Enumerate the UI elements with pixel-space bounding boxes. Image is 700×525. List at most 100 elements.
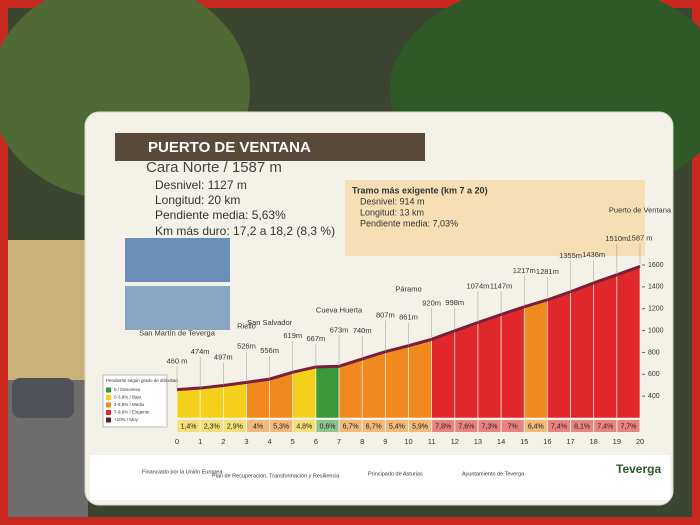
- sign-subtitle: Cara Norte / 1587 m: [146, 159, 282, 176]
- stat: Km más duro: 17,2 a 18,2 (8,3 %): [155, 224, 335, 238]
- legend-title: Pendiente según grado de dificultad: [106, 378, 178, 383]
- gradient-segment: [547, 291, 571, 419]
- x-tick-label: 15: [520, 437, 528, 446]
- y-tick-label: 1000: [648, 327, 664, 334]
- car: [12, 378, 74, 418]
- gradient-segment: [361, 351, 386, 419]
- altitude-label: 920m: [422, 298, 441, 307]
- gradient-segment: [570, 282, 595, 419]
- building: [8, 240, 88, 380]
- gradient-segment: [454, 322, 479, 419]
- altitude-label: 526m: [237, 341, 256, 350]
- gradient-label: 7,6%: [458, 423, 474, 430]
- gradient-segment: [199, 385, 224, 419]
- legend-swatch: [106, 402, 111, 408]
- gradient-label: 2,9%: [227, 423, 243, 430]
- gradient-label-bg: [594, 420, 617, 432]
- altitude-label: 1436m: [582, 250, 605, 259]
- altitude-label: 740m: [353, 326, 372, 335]
- footer-text: Plan de Recuperación, Transformación y R…: [212, 473, 340, 479]
- gradient-label-bg: [385, 420, 408, 432]
- gradient-label-bg: [223, 420, 246, 432]
- altitude-label: 1587 m: [627, 233, 652, 242]
- sign-title: PUERTO DE VENTANA: [148, 139, 311, 156]
- gradient-label: 7,4%: [597, 423, 613, 430]
- altitude-label: 497m: [214, 353, 233, 362]
- annotation: Pendiente media: 7,03%: [360, 218, 458, 228]
- gradient-label: 4,8%: [296, 423, 312, 430]
- gradient-label-bg: [409, 420, 432, 432]
- gradient-label-bg: [547, 420, 571, 432]
- stat: Longitud: 20 km: [155, 193, 240, 207]
- gradient-segment: [616, 265, 641, 419]
- legend: [102, 374, 168, 428]
- gradient-label-bg: [617, 420, 640, 432]
- photo-thumb: [125, 238, 230, 282]
- y-tick-label: 800: [648, 349, 660, 356]
- place-label: San Salvador: [247, 318, 293, 327]
- stat: Desnivel: 1127 m: [155, 178, 247, 192]
- gradient-label: 1,4%: [181, 423, 197, 430]
- gradient-label: 6,4%: [528, 423, 544, 430]
- altitude-label: 556m: [260, 346, 279, 355]
- x-tick-label: 4: [268, 437, 272, 446]
- legend-label: +10% / Muy: [114, 417, 139, 422]
- x-tick-label: 16: [543, 437, 551, 446]
- legend-swatch: [106, 395, 111, 400]
- y-tick-label: 1600: [648, 262, 664, 269]
- x-tick-label: 7: [337, 437, 341, 446]
- y-tick-label: 400: [648, 393, 660, 400]
- gradient-label: 0,6%: [319, 423, 335, 430]
- x-tick-label: 12: [451, 437, 459, 446]
- footer-brand: Teverga: [616, 462, 661, 476]
- place-label: San Martín de Teverga: [139, 329, 216, 338]
- gradient-label-bg: [316, 420, 339, 432]
- legend-swatch: [106, 410, 111, 415]
- x-tick-label: 19: [613, 437, 621, 446]
- gradient-label-bg: [339, 420, 362, 432]
- altitude-label: 667m: [307, 334, 326, 343]
- footer-text: Ayuntamiento de Teverga: [462, 471, 525, 477]
- gradient-segment: [593, 274, 618, 419]
- gradient-label-bg: [478, 420, 501, 432]
- gradient-label-bg: [571, 420, 594, 432]
- altitude-label: 1147m: [490, 281, 512, 290]
- footer-band: [90, 455, 670, 500]
- x-tick-label: 20: [636, 437, 644, 446]
- x-tick-label: 1: [198, 437, 202, 446]
- gradient-label-bg: [501, 420, 524, 432]
- altitude-label: 1355m: [559, 251, 582, 260]
- gradient-label: 6,7%: [366, 423, 382, 430]
- legend-label: 0-3,9% / Bajo: [114, 395, 142, 400]
- gradient-label-bg: [432, 420, 455, 432]
- x-tick-label: 14: [497, 437, 505, 446]
- x-tick-label: 11: [428, 437, 436, 446]
- altitude-label: 1074m: [466, 281, 489, 290]
- x-tick-label: 8: [360, 437, 364, 446]
- annotation: Desnivel: 914 m: [360, 196, 425, 206]
- gradient-label: 5,4%: [389, 423, 405, 430]
- gradient-segment: [246, 378, 270, 419]
- gradient-label: 7,8%: [435, 423, 451, 430]
- gradient-segment: [315, 365, 340, 419]
- altitude-label: 474m: [191, 347, 210, 356]
- y-tick-label: 600: [648, 371, 660, 378]
- gradient-segment: [292, 366, 317, 419]
- place-label: Puerto de Ventana: [609, 205, 672, 214]
- gradient-segment: [338, 358, 363, 419]
- y-tick-label: 1400: [648, 284, 664, 291]
- gradient-label-bg: [524, 420, 547, 432]
- altitude-label: 619m: [283, 331, 302, 340]
- altitude-label: 1217m: [513, 266, 536, 275]
- footer-text: Financiado por la Unión Europea: [142, 469, 223, 475]
- gradient-label-bg: [200, 420, 223, 432]
- title-band: [115, 133, 425, 161]
- altitude-label: 861m: [399, 313, 418, 322]
- gradient-segment: [223, 382, 247, 419]
- gradient-segment: [176, 387, 201, 419]
- x-tick-label: 3: [244, 437, 248, 446]
- altitude-label: 1281m: [536, 267, 559, 276]
- legend-label: 0 / Descenso: [114, 387, 141, 392]
